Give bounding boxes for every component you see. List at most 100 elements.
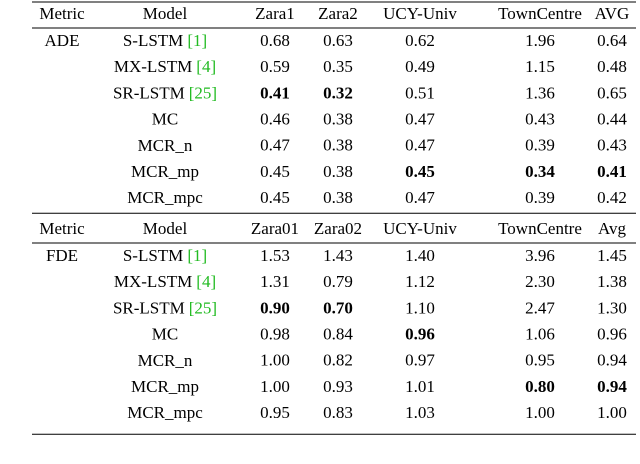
cell-value: 0.43 — [597, 136, 627, 155]
citation: [25] — [189, 298, 217, 317]
model-name: MCR_mpc — [127, 188, 203, 207]
cell-value: 0.90 — [260, 298, 290, 317]
column-header: Zara01 — [251, 219, 299, 238]
column-header: Zara1 — [255, 4, 295, 23]
citation: [1] — [187, 246, 207, 265]
model: MC — [152, 110, 178, 129]
cell-value: 0.48 — [597, 57, 627, 76]
cell-value: 0.97 — [405, 351, 435, 370]
cell-value: 2.47 — [525, 298, 555, 317]
cell-value: 0.95 — [260, 403, 290, 422]
model: MCR_n — [138, 136, 193, 155]
cell-value: 0.47 — [405, 188, 435, 207]
cell-value: 0.38 — [323, 136, 353, 155]
cell-value: 1.53 — [260, 246, 290, 265]
cell-value: 0.98 — [260, 325, 290, 344]
cell-value: 1.00 — [260, 351, 290, 370]
column-header: Metric — [39, 4, 85, 23]
cell-value: 1.96 — [525, 31, 555, 50]
cell-value: 0.62 — [405, 31, 435, 50]
model-name: SR-LSTM [25] — [113, 83, 217, 102]
cell-value: 0.70 — [323, 298, 353, 317]
cell-value: 1.31 — [260, 272, 290, 291]
cell-value: 0.38 — [323, 162, 353, 181]
cell-value: 1.01 — [405, 377, 435, 396]
cell-value: 0.41 — [260, 83, 290, 102]
cell-value: 0.59 — [260, 57, 290, 76]
cell-value: 1.40 — [405, 246, 435, 265]
cell-value: 0.35 — [323, 57, 353, 76]
model: MCR_mp — [131, 377, 199, 396]
model: MCR_n — [138, 351, 193, 370]
cell-value: 1.15 — [525, 57, 555, 76]
column-header: Avg — [598, 219, 627, 238]
model: MCR_mp — [131, 162, 199, 181]
metric-label: ADE — [45, 31, 80, 50]
cell-value: 0.41 — [597, 162, 627, 181]
model-name: MCR_n — [138, 136, 193, 155]
cell-value: 0.43 — [525, 110, 555, 129]
column-header: Zara2 — [318, 4, 358, 23]
cell-value: 0.45 — [405, 162, 435, 181]
model-name: S-LSTM [1] — [123, 31, 207, 50]
cell-value: 0.65 — [597, 83, 627, 102]
cell-value: 0.83 — [323, 403, 353, 422]
cell-value: 0.68 — [260, 31, 290, 50]
cell-value: 1.38 — [597, 272, 627, 291]
cell-value: 0.47 — [405, 136, 435, 155]
model-name: MX-LSTM [4] — [114, 272, 216, 291]
model-name: MCR_mpc — [127, 403, 203, 422]
cell-value: 0.38 — [323, 110, 353, 129]
model-name: MCR_n — [138, 351, 193, 370]
cell-value: 0.93 — [323, 377, 353, 396]
column-header: AVG — [595, 4, 630, 23]
column-header: TownCentre — [498, 4, 582, 23]
cell-value: 0.64 — [597, 31, 627, 50]
citation: [4] — [196, 272, 216, 291]
cell-value: 1.00 — [525, 403, 555, 422]
model-name: S-LSTM [1] — [123, 246, 207, 265]
column-header: Model — [143, 219, 188, 238]
model: SR-LSTM — [113, 298, 185, 317]
column-header: UCY-Univ — [383, 219, 457, 238]
model: MX-LSTM — [114, 272, 192, 291]
model-name: MC — [152, 110, 178, 129]
cell-value: 0.44 — [597, 110, 627, 129]
column-header: TownCentre — [498, 219, 582, 238]
cell-value: 0.45 — [260, 162, 290, 181]
citation: [1] — [187, 31, 207, 50]
model: S-LSTM — [123, 31, 183, 50]
model-name: MCR_mp — [131, 162, 199, 181]
cell-value: 0.51 — [405, 83, 435, 102]
cell-value: 0.45 — [260, 188, 290, 207]
cell-value: 0.32 — [323, 83, 353, 102]
column-header: UCY-Univ — [383, 4, 457, 23]
model-name: MCR_mp — [131, 377, 199, 396]
model: S-LSTM — [123, 246, 183, 265]
cell-value: 0.79 — [323, 272, 353, 291]
model: MX-LSTM — [114, 57, 192, 76]
column-header: Metric — [39, 219, 85, 238]
cell-value: 2.30 — [525, 272, 555, 291]
cell-value: 1.12 — [405, 272, 435, 291]
cell-value: 1.00 — [260, 377, 290, 396]
cell-value: 0.80 — [525, 377, 555, 396]
cell-value: 0.63 — [323, 31, 353, 50]
cell-value: 1.06 — [525, 325, 555, 344]
cell-value: 0.46 — [260, 110, 290, 129]
cell-value: 0.94 — [597, 377, 627, 396]
cell-value: 0.38 — [323, 188, 353, 207]
cell-value: 0.84 — [323, 325, 353, 344]
cell-value: 0.47 — [405, 110, 435, 129]
cell-value: 1.43 — [323, 246, 353, 265]
cell-value: 1.45 — [597, 246, 627, 265]
model-name: SR-LSTM [25] — [113, 298, 217, 317]
cell-value: 1.10 — [405, 298, 435, 317]
cell-value: 0.82 — [323, 351, 353, 370]
cell-value: 1.30 — [597, 298, 627, 317]
cell-value: 1.36 — [525, 83, 555, 102]
cell-value: 0.34 — [525, 162, 555, 181]
cell-value: 3.96 — [525, 246, 555, 265]
cell-value: 0.49 — [405, 57, 435, 76]
cell-value: 0.42 — [597, 188, 627, 207]
